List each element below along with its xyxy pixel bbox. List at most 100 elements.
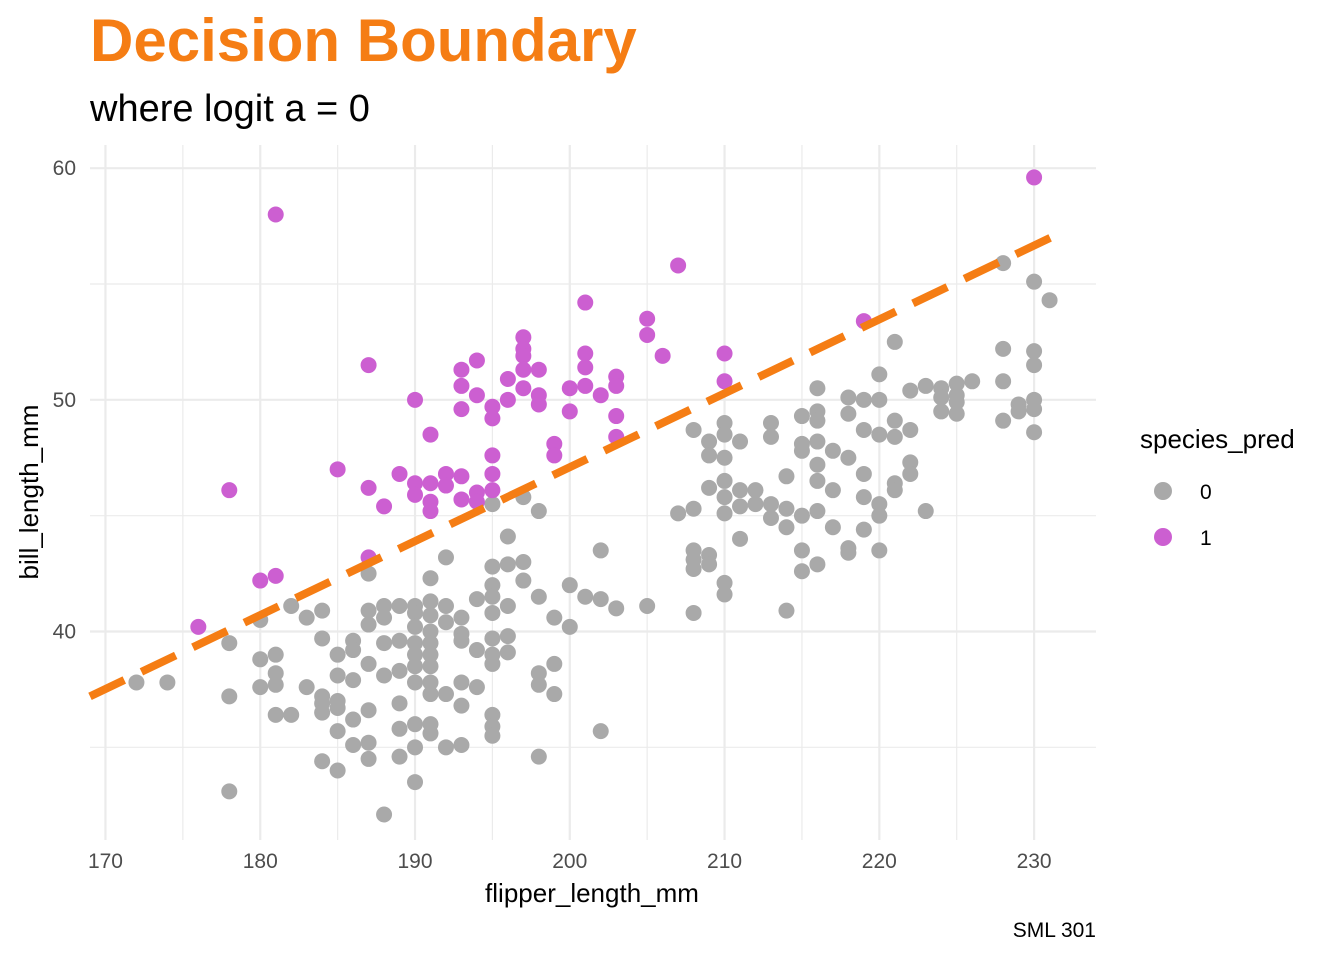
point-class-0 [422, 686, 439, 703]
point-class-0 [422, 635, 439, 652]
point-class-0 [592, 591, 609, 608]
point-class-0 [855, 465, 872, 482]
point-class-0 [267, 706, 284, 723]
minor-gridlines [90, 145, 1096, 840]
point-class-0 [468, 591, 485, 608]
point-class-0 [422, 646, 439, 663]
point-class-0 [391, 695, 408, 712]
point-class-0 [871, 496, 888, 513]
point-class-1 [577, 345, 594, 362]
point-class-1 [515, 329, 532, 346]
point-class-0 [252, 651, 269, 668]
point-class-0 [685, 500, 702, 517]
legend-key-1 [1154, 528, 1172, 546]
point-class-0 [407, 774, 424, 791]
point-class-0 [716, 574, 733, 591]
point-class-0 [298, 679, 315, 696]
point-class-0 [685, 560, 702, 577]
point-class-0 [484, 604, 501, 621]
point-class-0 [530, 665, 547, 682]
point-class-0 [732, 498, 749, 515]
point-class-0 [948, 394, 965, 411]
point-class-0 [314, 753, 331, 770]
point-class-0 [886, 333, 903, 350]
point-class-0 [407, 635, 424, 652]
point-class-0 [732, 530, 749, 547]
point-class-0 [221, 783, 238, 800]
point-class-0 [376, 667, 393, 684]
point-class-0 [995, 340, 1012, 357]
point-class-0 [670, 505, 687, 522]
point-class-0 [468, 642, 485, 659]
decision-boundary [88, 227, 1067, 700]
point-class-0 [809, 472, 826, 489]
point-class-1 [484, 410, 501, 427]
point-class-0 [793, 442, 810, 459]
point-class-0 [793, 542, 810, 559]
point-class-1 [407, 475, 424, 492]
point-class-0 [716, 426, 733, 443]
point-class-0 [577, 588, 594, 605]
point-class-1 [453, 361, 470, 378]
legend-key-0 [1154, 482, 1172, 500]
point-class-1 [376, 498, 393, 515]
point-class-0 [453, 609, 470, 626]
point-class-0 [793, 408, 810, 425]
legend-label-1: 1 [1200, 527, 1212, 550]
point-class-0 [221, 635, 238, 652]
point-class-0 [283, 706, 300, 723]
chart-caption: SML 301 [1012, 919, 1096, 942]
point-class-0 [484, 655, 501, 672]
point-class-0 [407, 618, 424, 635]
point-class-0 [314, 630, 331, 647]
chart-subtitle: where logit a = 0 [90, 88, 370, 130]
point-class-0 [793, 563, 810, 580]
point-class-0 [793, 507, 810, 524]
point-class-0 [298, 609, 315, 626]
point-class-1 [360, 357, 377, 374]
point-class-0 [871, 507, 888, 524]
point-class-1 [530, 361, 547, 378]
point-class-0 [484, 706, 501, 723]
point-class-0 [314, 602, 331, 619]
point-class-1 [391, 465, 408, 482]
point-class-0 [376, 806, 393, 823]
point-class-0 [453, 697, 470, 714]
chart-title: Decision Boundary [90, 7, 637, 74]
point-class-0 [360, 750, 377, 767]
point-class-0 [809, 433, 826, 450]
x-tick-label: 170 [88, 850, 123, 873]
point-class-1 [422, 475, 439, 492]
point-class-0 [484, 727, 501, 744]
point-class-0 [499, 528, 516, 545]
point-class-0 [437, 598, 454, 615]
point-class-0 [840, 405, 857, 422]
point-class-0 [809, 380, 826, 397]
point-class-1 [639, 326, 656, 343]
point-class-0 [314, 704, 331, 721]
point-class-0 [701, 479, 718, 496]
point-class-0 [515, 554, 532, 570]
point-class-0 [499, 628, 516, 645]
point-class-0 [546, 655, 563, 672]
point-class-0 [716, 415, 733, 431]
point-class-0 [824, 519, 841, 536]
point-class-0 [902, 465, 919, 482]
point-class-0 [407, 604, 424, 621]
point-class-1 [546, 435, 563, 452]
point-class-0 [716, 505, 733, 522]
point-class-0 [484, 630, 501, 647]
point-class-0 [840, 449, 857, 466]
point-class-0 [778, 468, 795, 485]
major-gridlines [90, 145, 1096, 840]
point-class-1 [468, 352, 485, 369]
point-class-0 [515, 572, 532, 589]
point-class-1 [437, 465, 454, 482]
point-class-0 [716, 586, 733, 603]
point-class-1 [654, 347, 671, 364]
point-class-0 [1026, 401, 1043, 418]
point-class-0 [561, 577, 578, 594]
point-class-0 [376, 598, 393, 615]
point-class-0 [407, 674, 424, 691]
point-class-0 [933, 403, 950, 420]
